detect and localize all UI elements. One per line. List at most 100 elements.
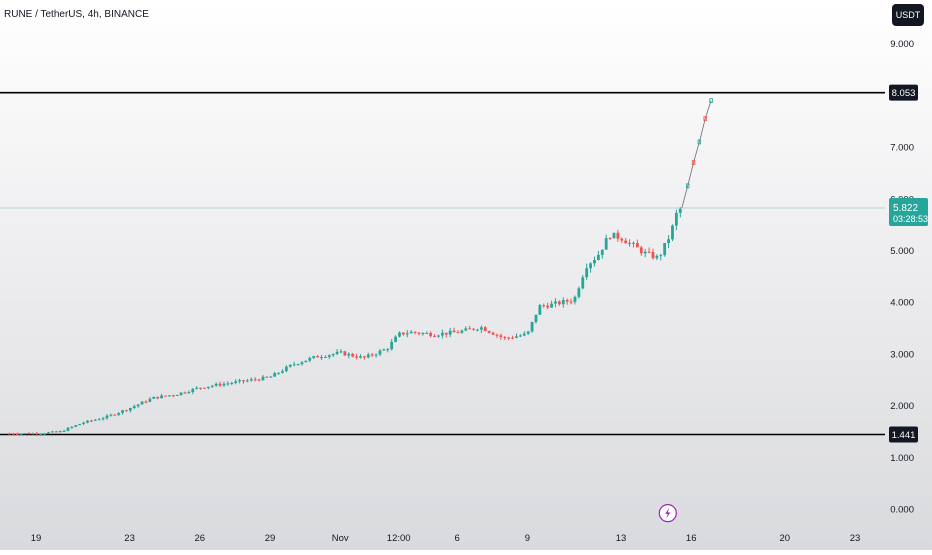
candle-body-156 [616,232,620,239]
y-tick-label-5: 3.000 [890,349,914,360]
lightning-bolt-icon [665,507,671,519]
candle-body-73 [292,364,296,366]
candle-body-17 [74,425,78,427]
candle-body-44 [179,392,183,396]
candle-body-108 [429,332,433,337]
candle-body-163 [643,251,647,254]
candle-body-40 [164,395,167,397]
candle-body-76 [304,360,308,363]
candle-body-3 [19,433,23,435]
projection-candle-1 [691,160,696,166]
candle-body-20 [86,420,89,423]
candle-body-172 [678,208,682,213]
candle-body-141 [557,301,561,305]
candle-body-36 [148,398,152,402]
currency-button[interactable]: USDT [892,4,924,26]
candle-body-94 [374,354,378,356]
candle-body-155 [612,232,616,239]
candle-body-129 [511,337,514,339]
candle-body-142 [561,300,565,305]
candle-body-18 [78,424,82,426]
candle-body-37 [152,396,156,399]
candle-body-133 [526,331,530,334]
candle-body-104 [413,331,417,333]
candle-body-75 [300,362,304,365]
candle-body-62 [249,379,253,381]
candle-body-161 [635,243,639,248]
x-tick-label-0: 19 [31,533,42,544]
candle-body-57 [230,383,234,385]
candle-body-33 [136,404,140,407]
candle-body-58 [234,381,238,384]
symbol-title: RUNE / TetherUS, 4h, BINANCE [4,9,149,20]
candle-body-87 [347,353,351,356]
y-tick-label-4: 4.000 [890,298,914,309]
candle-body-99 [394,336,397,342]
candle-body-71 [284,366,288,372]
candle-body-143 [565,300,569,302]
candle-body-134 [530,321,534,332]
candle-body-148 [585,268,589,278]
candle-body-15 [66,427,70,431]
candle-body-169 [667,239,670,244]
candle-body-111 [440,332,444,336]
candle-body-112 [444,332,448,335]
y-tick-label-1: 7.000 [890,143,914,154]
candle-body-65 [261,376,265,381]
candle-body-60 [242,380,245,382]
candle-body-144 [569,301,573,303]
candle-body-106 [421,332,425,334]
x-tick-label-7: 9 [525,533,530,544]
candle-body-12 [54,431,58,433]
price-countdown: 03:28:53 [893,214,928,224]
event-marker[interactable] [658,504,677,523]
candle-body-114 [452,330,456,333]
candle-body-168 [663,243,667,256]
candle-body-74 [296,364,300,366]
candle-body-64 [257,379,261,381]
candle-body-88 [351,353,355,357]
price-axis[interactable]: 9.0007.0006.0005.0004.0003.0002.0001.000… [890,39,914,515]
candle-body-105 [417,332,421,334]
candle-body-145 [573,296,577,302]
candle-body-154 [608,238,612,240]
x-tick-label-1: 23 [124,533,135,544]
x-tick-label-8: 13 [616,533,627,544]
candle-body-93 [370,354,374,356]
candle-body-140 [554,301,557,304]
candle-body-32 [132,406,136,408]
candle-body-46 [187,392,191,394]
candle-body-109 [433,336,436,338]
candle-body-48 [195,387,199,389]
candle-body-153 [604,238,608,250]
candle-body-77 [308,357,312,361]
time-axis[interactable]: 19 23 26 29 Nov 12:00 6 9 13 16 20 23 [31,533,861,544]
y-tick-label-8: 0.000 [890,505,914,516]
candle-body-7 [35,433,39,435]
x-tick-label-6: 6 [455,533,460,544]
level-label-0: 8.053 [892,88,916,99]
candle-body-170 [671,225,674,240]
candle-body-100 [398,332,401,337]
candle-body-22 [93,419,97,421]
candle-body-38 [156,396,160,399]
candle-body-6 [31,433,35,435]
candle-body-165 [651,251,655,259]
x-tick-label-11: 23 [850,533,861,544]
candle-body-125 [495,334,499,336]
candle-body-98 [390,341,394,350]
y-tick-label-0: 9.000 [890,39,914,50]
candle-body-78 [312,356,316,358]
candle-body-96 [382,349,386,351]
candle-body-41 [167,395,171,397]
candle-body-127 [503,337,507,339]
candle-body-27 [113,414,117,416]
candle-body-51 [206,386,210,389]
x-tick-label-10: 20 [780,533,791,544]
candle-body-101 [401,332,405,335]
level-label-box-0 [889,84,918,101]
candle-body-47 [191,388,195,393]
